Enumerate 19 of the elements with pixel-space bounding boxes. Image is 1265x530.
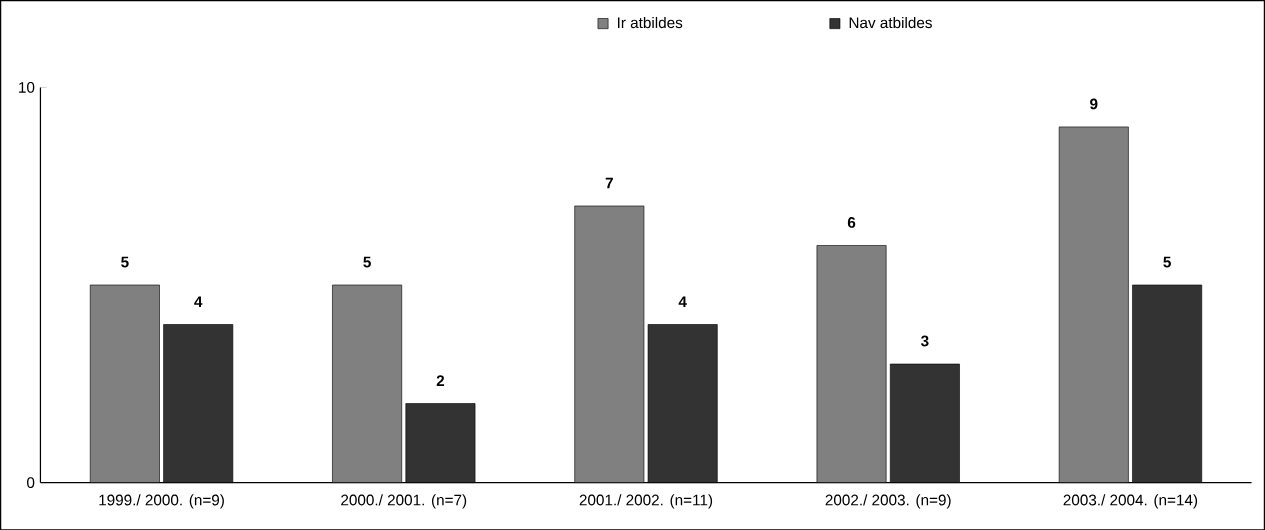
data-label: 2	[436, 375, 445, 386]
data-label: 9	[1090, 98, 1098, 110]
data-label: 5	[1163, 256, 1171, 268]
data-label: 5	[121, 256, 129, 268]
data-label: 4	[194, 296, 203, 307]
x-tick-label: 2003./ 2004. (n=14)	[1063, 494, 1198, 509]
data-label: 7	[605, 177, 613, 189]
data-label: 4	[678, 296, 687, 307]
data-label: 5	[363, 256, 371, 268]
y-tick-label: 0	[27, 476, 35, 488]
x-tick-label: 1999./ 2000. (n=9)	[99, 494, 224, 509]
data-label: 3	[920, 335, 929, 347]
x-tick-label: 2001./ 2002. (n=11)	[579, 494, 713, 509]
x-tick-label: 2002./ 2003. (n=9)	[825, 494, 951, 509]
legend-label: Ir atbildes	[617, 16, 683, 28]
legend-label: Nav atbildes	[849, 16, 932, 28]
y-tick-label: 10	[19, 81, 35, 93]
data-label: 6	[847, 216, 856, 228]
x-tick-label: 2000./ 2001. (n=7)	[341, 494, 467, 509]
